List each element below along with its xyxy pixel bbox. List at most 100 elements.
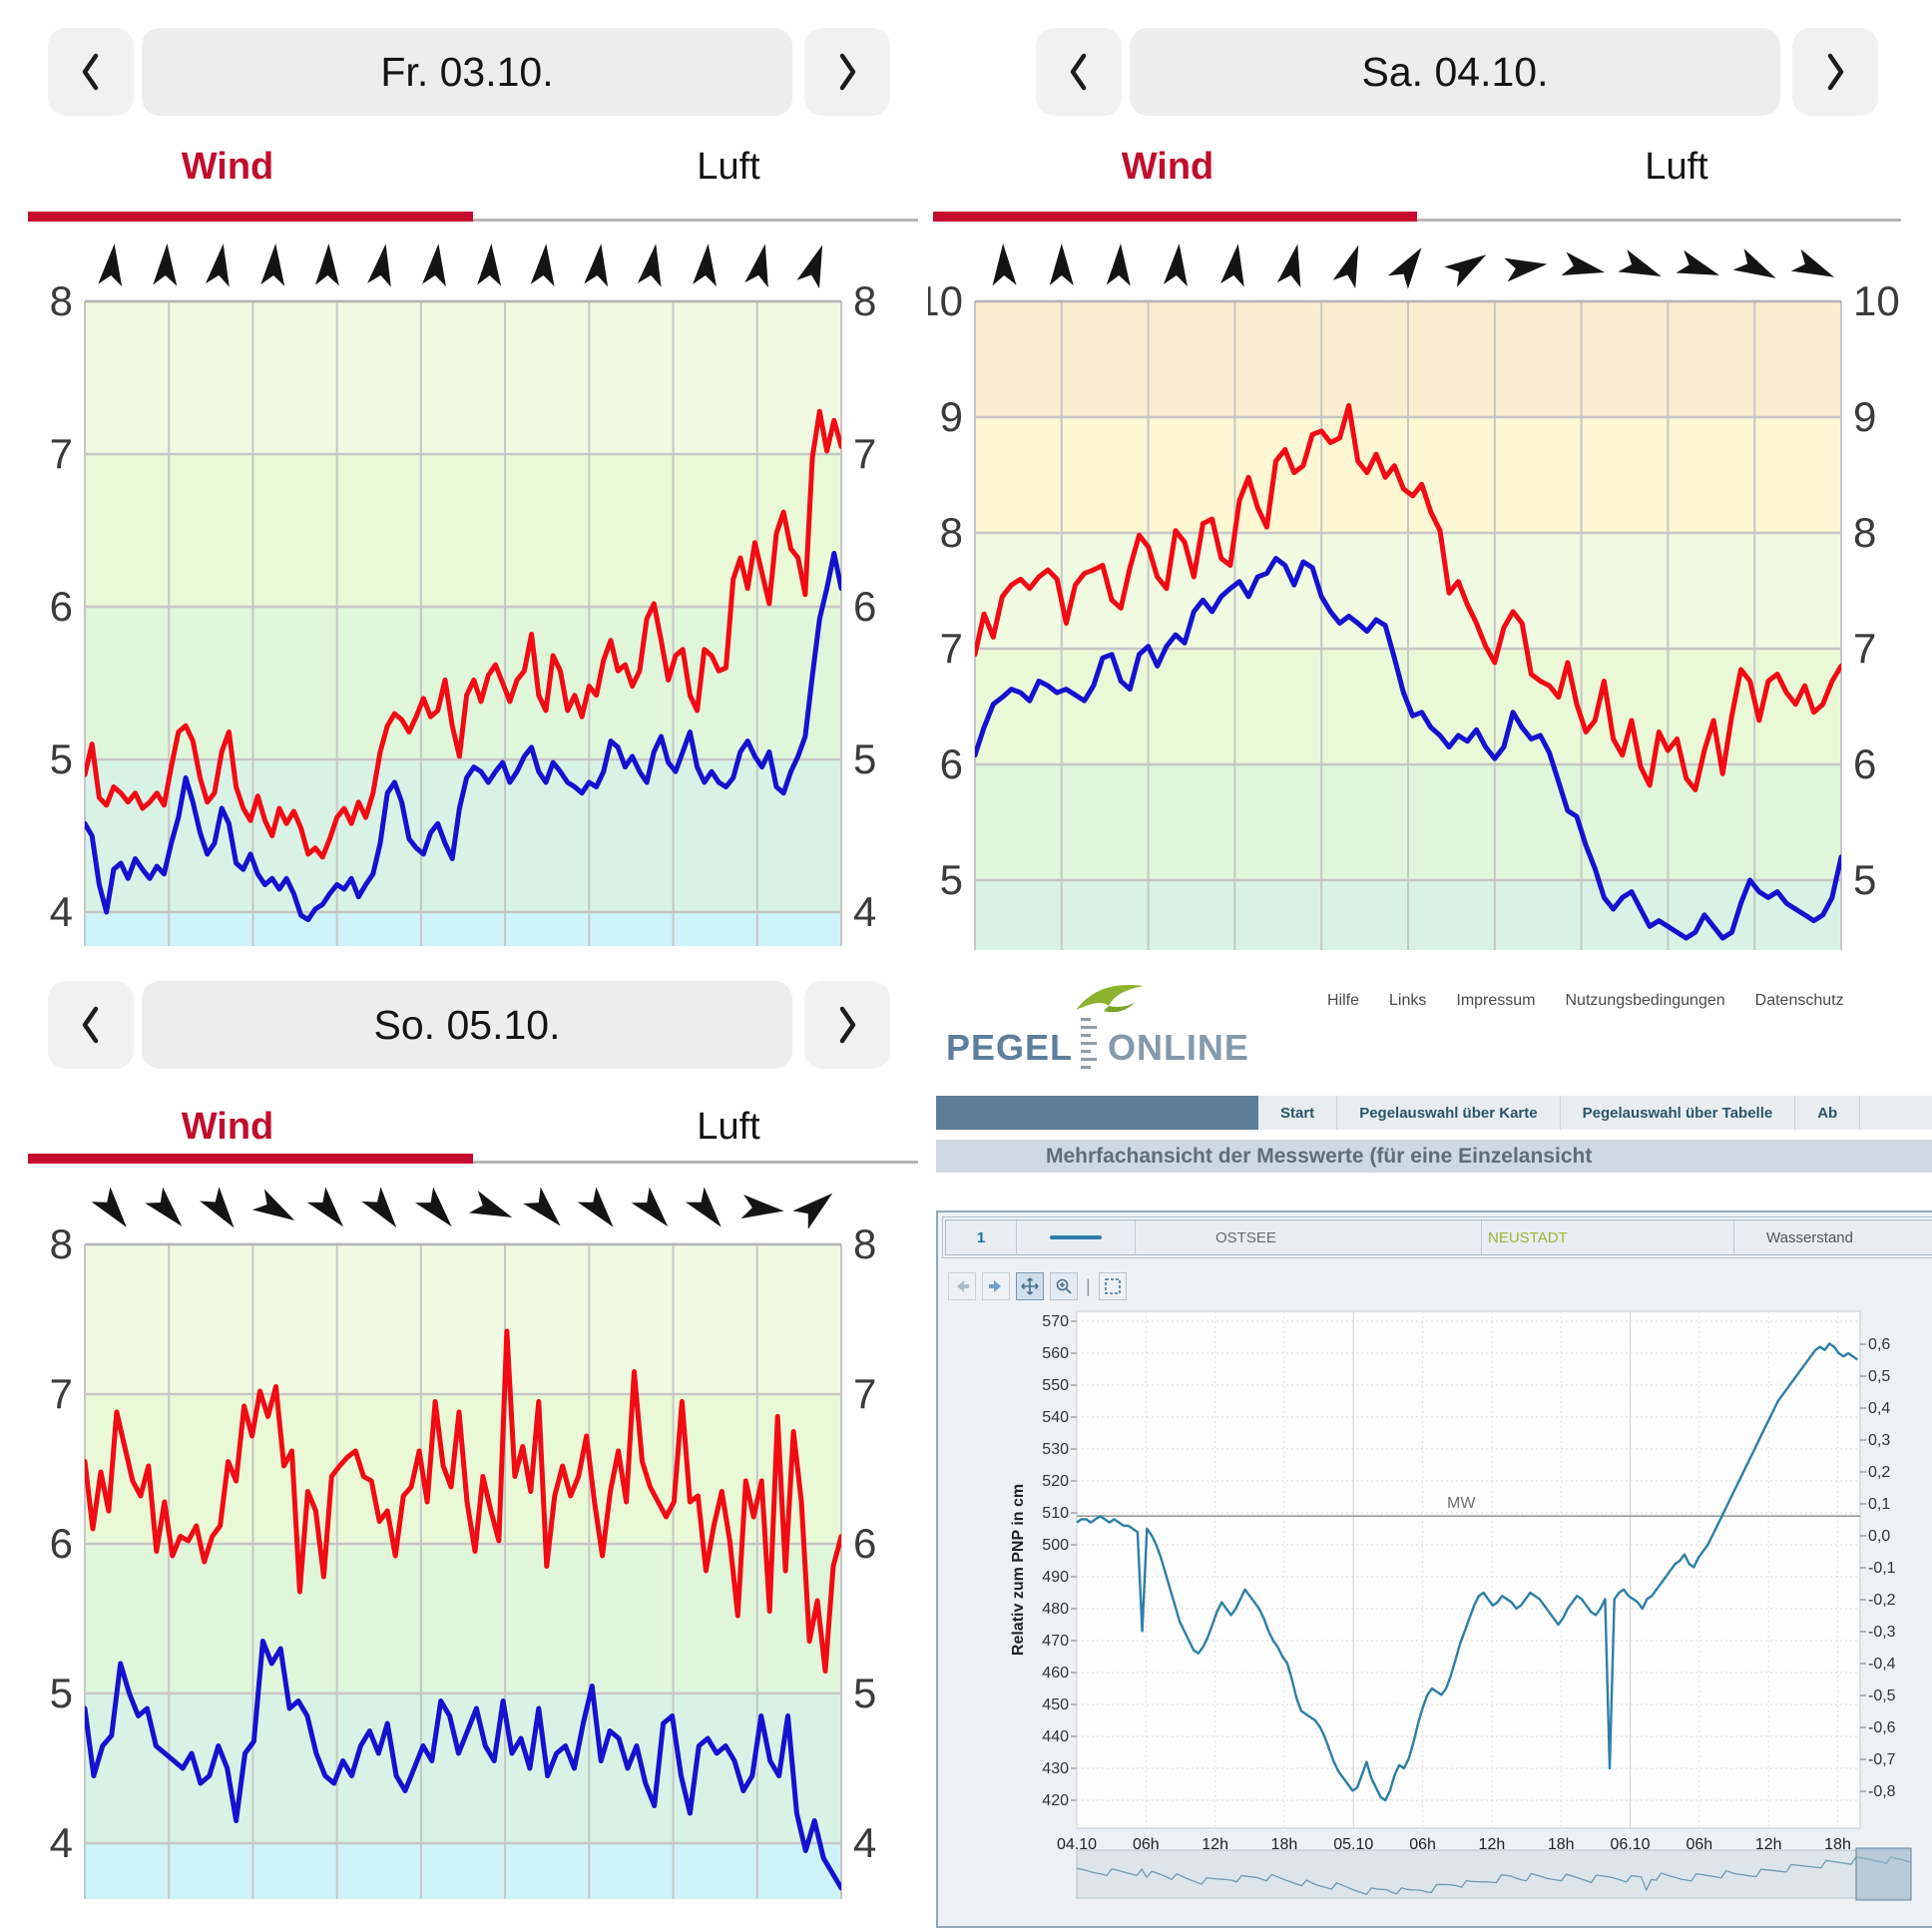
pegel-nav-block: [936, 1096, 1258, 1130]
pegel-page-heading: Mehrfachansicht der Messwerte (für eine …: [936, 1140, 1932, 1173]
pegel-y-tick-right: 0,1: [1868, 1496, 1890, 1513]
y-axis-label-right: 8: [853, 277, 876, 324]
prev-day-button[interactable]: [1036, 28, 1122, 116]
pegel-y-tick-left: 520: [1042, 1473, 1069, 1490]
y-axis-label-right: 4: [853, 1819, 876, 1866]
y-axis-label-left: 10: [928, 277, 963, 324]
wind-direction-arrow-icon: [98, 243, 123, 287]
y-axis-label-right: 5: [1853, 856, 1876, 903]
pegel-nav-item[interactable]: Pegelauswahl über Karte: [1337, 1096, 1561, 1130]
line-swatch-icon: [1050, 1235, 1102, 1239]
y-axis-label-right: 5: [853, 1670, 876, 1716]
wind-direction-arrow-icon: [1676, 249, 1719, 275]
wind-direction-arrow-icon: [1276, 243, 1301, 288]
zoom-tool-icon[interactable]: [1050, 1272, 1078, 1300]
prev-day-button[interactable]: [48, 28, 134, 116]
pegel-y-tick-left: 540: [1042, 1409, 1069, 1426]
wind-speed-line: [975, 556, 1841, 941]
gauge-ruler-icon: [1081, 1018, 1098, 1069]
pegel-y-tick-left: 550: [1042, 1377, 1069, 1394]
tab-underline-active: [28, 212, 473, 222]
pegel-link-datenschutz[interactable]: Datenschutz: [1754, 992, 1844, 1009]
pegel-x-tick: 18h: [1548, 1836, 1575, 1853]
pegel-x-tick: 18h: [1824, 1836, 1851, 1853]
next-day-button[interactable]: [804, 28, 890, 116]
y-axis-label-left: 8: [50, 277, 73, 324]
speed-band-7: [85, 1244, 841, 1394]
mini-overview-selection[interactable]: [1855, 1847, 1912, 1901]
pegel-link-links[interactable]: Links: [1389, 992, 1427, 1009]
pegel-nav-item[interactable]: Ab: [1795, 1096, 1861, 1130]
y-axis-label-left: 6: [940, 740, 963, 787]
tab-underline-track: [28, 1161, 918, 1164]
wind-direction-arrow-icon: [792, 1193, 833, 1229]
tab-wind[interactable]: Wind: [181, 146, 274, 188]
speed-band-5: [85, 1544, 841, 1693]
wind-direction-arrow-icon: [145, 1187, 183, 1226]
pegel-link-impressum[interactable]: Impressum: [1456, 992, 1536, 1009]
pegel-y-tick-left: 560: [1042, 1345, 1069, 1362]
pegel-nav-item[interactable]: Pegelauswahl über Tabelle: [1561, 1096, 1796, 1130]
history-back-icon[interactable]: [948, 1272, 976, 1300]
wind-direction-arrow-icon: [584, 243, 609, 287]
tab-underline-track: [933, 219, 1901, 222]
tab-wind[interactable]: Wind: [181, 1106, 274, 1148]
y-axis-label-right: 8: [853, 1220, 876, 1267]
pegel-y-tick-right: -0,7: [1868, 1751, 1896, 1768]
pegel-x-tick: 12h: [1202, 1836, 1228, 1853]
date-display[interactable]: Fr. 03.10.: [142, 28, 792, 116]
pegel-y-tick-left: 490: [1042, 1569, 1069, 1586]
wind-direction-arrow-icon: [415, 1187, 452, 1227]
date-display[interactable]: Sa. 04.10.: [1130, 28, 1780, 116]
full-extent-icon[interactable]: [1098, 1272, 1127, 1300]
tab-luft[interactable]: Luft: [697, 1106, 760, 1148]
pegel-x-tick: 05.10: [1333, 1836, 1373, 1853]
wind-direction-arrow-icon: [367, 243, 391, 287]
pegel-logo[interactable]: PEGEL ONLINE: [946, 985, 1249, 1069]
pegel-y-tick-left: 430: [1042, 1760, 1069, 1777]
wind-direction-arrow-icon: [200, 1187, 235, 1228]
wind-direction-arrow-icon: [1444, 254, 1487, 287]
tab-wind[interactable]: Wind: [1121, 146, 1214, 188]
legend-row-number: 1: [946, 1220, 1017, 1254]
tab-luft[interactable]: Luft: [697, 146, 760, 188]
toolbar-separator: |: [1086, 1275, 1091, 1296]
pegel-y-tick-left: 500: [1042, 1537, 1069, 1554]
wind-direction-arrow-icon: [260, 243, 285, 286]
prev-day-button[interactable]: [48, 981, 134, 1069]
pegel-y-tick-right: -0,4: [1868, 1656, 1896, 1673]
next-day-button[interactable]: [1792, 28, 1878, 116]
chevron-right-icon: [1827, 53, 1844, 91]
water-level-chart[interactable]: 570 560 550 540 530 520 510 500 490 480 470 460 450 4…: [938, 1305, 1932, 1930]
speed-band-6: [85, 454, 841, 607]
y-axis-label-right: 7: [1853, 625, 1876, 672]
pegel-x-tick: 06h: [1687, 1836, 1713, 1853]
pegel-x-tick: 12h: [1755, 1836, 1782, 1853]
y-axis-label-left: 8: [940, 509, 963, 556]
pan-tool-icon[interactable]: [1016, 1272, 1044, 1300]
tab-luft[interactable]: Luft: [1645, 146, 1708, 188]
history-forward-icon[interactable]: [982, 1272, 1010, 1300]
wind-direction-arrow-icon: [577, 1187, 614, 1227]
pegel-nav-item[interactable]: Start: [1258, 1096, 1338, 1130]
next-day-button[interactable]: [804, 981, 890, 1069]
pegel-y-tick-left: 480: [1042, 1601, 1069, 1618]
pegel-link-nutzungsbedingungen[interactable]: Nutzungsbedingungen: [1565, 992, 1725, 1009]
pegel-x-tick: 18h: [1271, 1836, 1298, 1853]
pegel-y-tick-right: -0,5: [1868, 1688, 1896, 1704]
wind-direction-arrow-icon: [1332, 244, 1359, 289]
wind-chart-fr: 8 8 7 7 6 6 5 5 4 4: [50, 243, 876, 946]
pegel-link-hilfe[interactable]: Hilfe: [1327, 992, 1360, 1009]
wind-direction-arrow-icon: [1163, 243, 1188, 286]
y-axis-label-right: 4: [853, 888, 876, 935]
pegel-y-tick-right: -0,3: [1868, 1624, 1896, 1641]
y-axis-label-right: 8: [1853, 509, 1876, 556]
date-display[interactable]: So. 05.10.: [142, 981, 792, 1069]
legend-waterway: OSTSEE: [1136, 1220, 1482, 1254]
wind-direction-arrow-icon: [523, 1187, 561, 1226]
y-axis-label-right: 5: [853, 735, 876, 782]
wind-direction-arrow-icon: [1049, 243, 1074, 285]
wind-gusts-line: [85, 1328, 841, 1674]
legend-station[interactable]: NEUSTADT: [1482, 1220, 1734, 1254]
chevron-left-icon: [82, 53, 99, 91]
